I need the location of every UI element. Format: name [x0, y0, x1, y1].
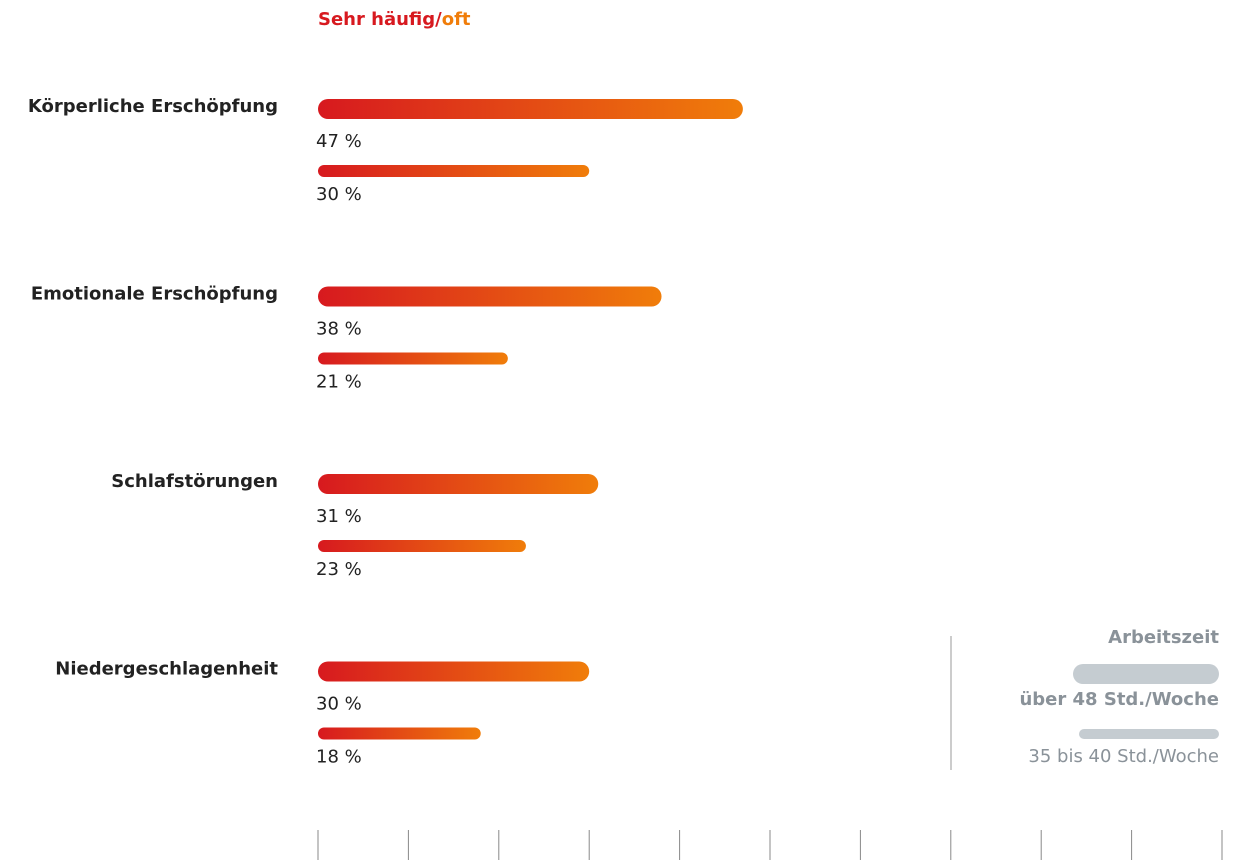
legend-title: Arbeitszeit [1108, 627, 1219, 648]
bar [318, 474, 599, 494]
value-label: 47 % [316, 131, 362, 152]
legend-swatch [1073, 664, 1219, 684]
bar [318, 99, 743, 119]
legend-swatch [1079, 729, 1219, 739]
value-label: 21 % [316, 372, 362, 393]
value-label: 30 % [316, 694, 362, 715]
bar [318, 540, 526, 552]
chart-title: Sehr häufig/oft [318, 9, 471, 30]
value-label: 18 % [316, 747, 362, 768]
bar [318, 661, 590, 682]
category-label: Körperliche Erschöpfung [28, 96, 278, 117]
bar [318, 352, 508, 365]
value-label: 30 % [316, 184, 362, 205]
title-part: Sehr häufig/ [318, 9, 442, 30]
bar [318, 727, 481, 740]
category-label: Schlafstörungen [111, 471, 278, 492]
category-label: Emotionale Erschöpfung [31, 284, 278, 305]
title-part: oft [442, 9, 471, 30]
bar [318, 286, 662, 307]
value-label: 31 % [316, 506, 362, 527]
value-label: 23 % [316, 559, 362, 580]
value-label: 38 % [316, 319, 362, 340]
legend-label: 35 bis 40 Std./Woche [1028, 746, 1219, 767]
category-label: Niedergeschlagenheit [55, 659, 278, 680]
bar [318, 165, 590, 177]
legend-label: über 48 Std./Woche [1019, 689, 1219, 710]
